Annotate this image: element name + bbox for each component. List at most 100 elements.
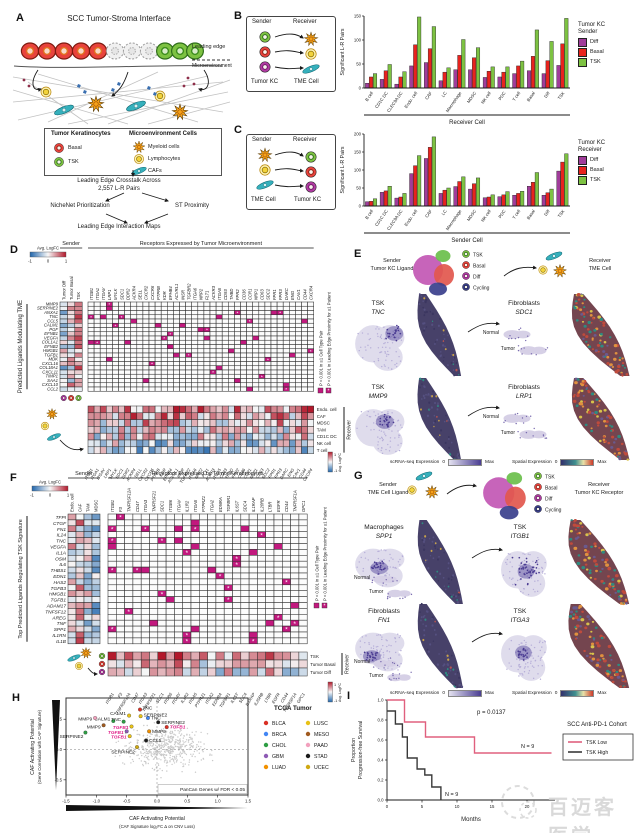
- pair-cell: [197, 339, 205, 345]
- pair-cell: [124, 578, 134, 586]
- basal-icon: [534, 483, 542, 491]
- pair-cell: [197, 335, 205, 341]
- pair-cell: [282, 348, 290, 354]
- pair-cell: [215, 584, 225, 591]
- pair-cell: [203, 373, 211, 379]
- g-receiver-umap: [483, 472, 526, 520]
- proximity-star: *: [227, 585, 230, 592]
- e-sender-title-1: Sender: [383, 258, 401, 264]
- lymph-icon: [75, 662, 83, 670]
- y-tick-label: 0.2: [378, 778, 385, 783]
- pair-cell: [93, 318, 101, 324]
- pair-cell: [228, 361, 235, 367]
- pair-cell: [248, 537, 258, 544]
- y-tick-label: -0.5: [55, 777, 63, 782]
- pair-cell: [273, 631, 283, 639]
- receiver-expression-cell: [191, 412, 199, 420]
- sender-col-label: Tumor Basal: [69, 276, 74, 300]
- pair-cell: [165, 543, 175, 550]
- pair-cell: [191, 348, 199, 354]
- x-tick-label: 5: [421, 804, 424, 809]
- receiver-expression-cell: [87, 439, 95, 448]
- pair-cell: [174, 531, 183, 538]
- pair-cell: [165, 572, 175, 580]
- tumor-tissue-blob: [386, 589, 413, 600]
- receiver-expression-cell: [136, 412, 144, 420]
- x-tick-label: PDC: [497, 209, 506, 219]
- sender-logfc-cell: [74, 331, 83, 337]
- sender-logfc-cell: [74, 348, 83, 354]
- receiver-expression-cell: [87, 426, 95, 434]
- pair-cell: [258, 361, 266, 367]
- pair-cell: [209, 352, 217, 358]
- pair-cell: [112, 348, 119, 354]
- gene-point: [127, 713, 132, 718]
- pair-cell: [307, 386, 314, 392]
- pair-cell: [124, 560, 134, 568]
- bar-Basal: [457, 55, 462, 89]
- pair-cell: [223, 531, 233, 538]
- receiver-expression-cell: [203, 446, 211, 454]
- gene-point: [156, 720, 161, 725]
- pair-cell: [209, 305, 217, 311]
- normal-tissue-blob: [503, 327, 531, 342]
- pair-cell: [223, 543, 233, 550]
- sender-logfc-cell: [67, 549, 77, 556]
- sender-logfc-cell: [91, 566, 101, 574]
- pair-cell: [248, 602, 258, 609]
- pair-cell: [232, 549, 242, 556]
- pair-cell: [289, 373, 296, 379]
- receptor-label: DARC: [284, 287, 289, 300]
- gene-label: CALM1: [110, 711, 126, 717]
- receptor-label: ENG: [290, 290, 295, 300]
- pair-cell: [93, 369, 101, 375]
- pair-cell: [298, 637, 308, 645]
- pair-cell: [295, 361, 302, 367]
- pair-cell: [179, 382, 186, 388]
- x-tick-label: MDSC: [466, 209, 477, 222]
- y-tick-label: 50: [356, 62, 361, 67]
- pair-cell: [207, 578, 217, 586]
- receiver-expression-cell: [87, 419, 95, 427]
- sender-logfc-cell: [75, 537, 85, 544]
- pair-cell: [282, 318, 290, 324]
- pair-cell: [182, 566, 192, 574]
- secreted-factor: [76, 84, 81, 88]
- receptor-header: Receptors Expressed by Tumor Keratinocyt…: [152, 471, 264, 477]
- pair-cell: [136, 318, 144, 324]
- receiver-expression-cell: [197, 426, 205, 434]
- proximity-star: *: [108, 302, 110, 308]
- proximity-star: *: [293, 621, 296, 628]
- pair-cell: [87, 301, 95, 307]
- pair-cell: [209, 373, 217, 379]
- receiver-expression-cell: [197, 405, 205, 414]
- receiver-row-label: Tumor Basal: [310, 662, 335, 667]
- gene-point: [147, 729, 152, 734]
- proximity-star: *: [169, 332, 171, 338]
- pair-cell: [149, 608, 159, 615]
- pair-cell: [87, 322, 95, 328]
- y-axis-label: Significant L-R Pairs: [340, 146, 346, 193]
- pair-cell: [140, 619, 150, 627]
- pair-cell: [190, 637, 200, 645]
- receiver-expression-cell: [112, 439, 119, 448]
- pair-cell: [232, 566, 242, 574]
- receiver-expression-cell: [240, 412, 247, 420]
- receiver-expression-cell: [228, 405, 235, 414]
- pair-cell: [130, 335, 138, 341]
- receptor-label: GPC1: [301, 501, 306, 512]
- significant-pair-cell: [179, 322, 186, 328]
- pair-cell: [215, 318, 223, 324]
- caf-icon: [54, 104, 74, 116]
- receiver-expression-cell: [273, 651, 283, 661]
- sender-logfc-cell: [83, 590, 93, 597]
- pair-cell: [167, 301, 174, 307]
- ligand-label: AREG: [51, 615, 66, 621]
- sender-logfc-cell: [91, 590, 101, 597]
- pair-cell: [252, 314, 260, 320]
- pair-cell: [276, 318, 284, 324]
- tsk-icon: [259, 31, 271, 43]
- pair-cell: [246, 339, 253, 345]
- pair-cell: [252, 327, 260, 333]
